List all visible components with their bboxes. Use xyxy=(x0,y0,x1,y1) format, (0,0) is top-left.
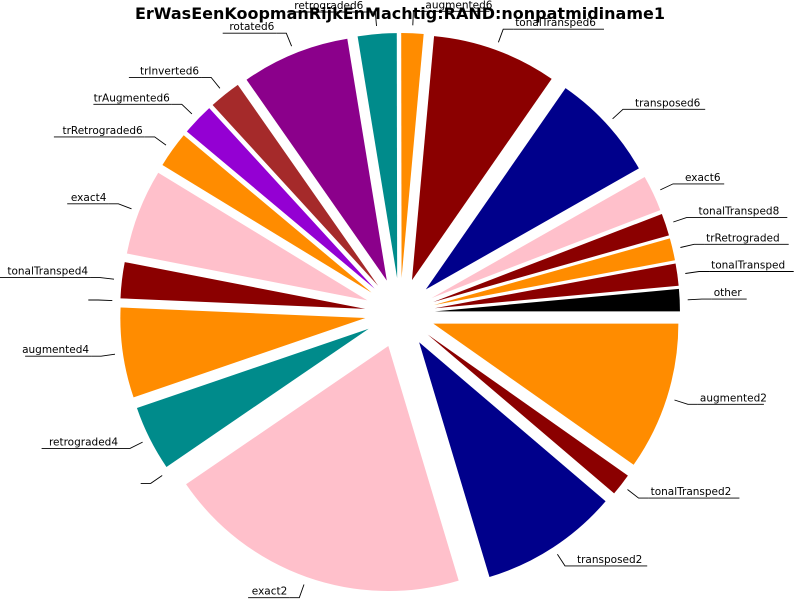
leader-line-tonalTransped2 xyxy=(627,489,649,499)
slice-label-rotated6: rotated6 xyxy=(229,21,274,33)
leader-line-tonalTransped6 xyxy=(497,28,514,43)
leader-line-exact6 xyxy=(660,183,683,191)
pie-slices xyxy=(120,33,680,591)
slice-label-retrograded4: retrograded4 xyxy=(49,436,118,448)
pie-slice-tonalTransped6 xyxy=(411,36,552,281)
leader-line-tonalTransped xyxy=(685,271,710,274)
slice-label-tonalTransped: tonalTransped xyxy=(711,260,785,272)
pie-slice-transposed2 xyxy=(419,342,606,577)
pie-slice-retrograded6 xyxy=(357,33,398,279)
pie-slice-retrograded4 xyxy=(136,328,369,467)
pie-slice-augmented2 xyxy=(433,323,679,465)
pie-slice-rotated6 xyxy=(246,38,387,281)
leader-line-other xyxy=(687,298,712,301)
pie-slice-tonalTransped4 xyxy=(120,262,366,309)
chart-title: ErWasEenKoopmanRijkEnMachtig:RAND:nonpat… xyxy=(135,4,665,23)
pie-slice-augmented6 xyxy=(401,33,424,279)
slice-label-transposed2: transposed2 xyxy=(577,554,642,566)
leader-line-transposed2 xyxy=(557,553,575,567)
leader-line-unlabeled-18 xyxy=(140,475,163,484)
leader-line-trInverted6 xyxy=(201,76,221,89)
pie-slice-trRetrograded xyxy=(434,238,675,306)
slice-label-augmented6: augmented6 xyxy=(425,0,492,11)
leader-line-tonalTransped4 xyxy=(90,277,115,280)
pie-slice-trRetrograded6 xyxy=(162,135,372,293)
pie-slice-tonalTransped xyxy=(434,263,679,309)
pie-slice-exact4 xyxy=(126,172,368,301)
slice-label-augmented2: augmented2 xyxy=(700,392,767,404)
pie-slice-exact2 xyxy=(186,346,459,591)
leader-line-exact4 xyxy=(108,203,132,210)
slice-label-tonalTransped2: tonalTransped2 xyxy=(651,486,732,498)
slice-label-retrograded6: retrograded6 xyxy=(294,0,363,12)
pie-slice-trAugmented6 xyxy=(186,108,375,289)
slice-label-transposed6: transposed6 xyxy=(635,97,701,109)
leader-line-exact2 xyxy=(289,584,305,599)
slice-label-tonalTransped6: tonalTransped6 xyxy=(515,17,596,29)
leader-line-retrograded4 xyxy=(120,441,143,449)
leader-line-retrograded6 xyxy=(365,11,377,27)
slice-label-tonalTransped4: tonalTransped4 xyxy=(7,266,88,278)
pie-slice-other xyxy=(434,288,680,312)
slice-label-exact6: exact6 xyxy=(685,172,721,184)
leader-line-trRetrograded xyxy=(680,243,705,248)
leader-line-unlabeled-15 xyxy=(88,299,113,302)
slice-label-tonalTransped8: tonalTransped8 xyxy=(699,206,780,218)
pie-slice-transposed6 xyxy=(425,88,639,290)
slice-label-other: other xyxy=(714,287,743,299)
leader-line-augmented4 xyxy=(91,353,116,357)
pie-slice-tonalTransped2 xyxy=(427,334,628,494)
leader-line-trAugmented6 xyxy=(171,103,193,115)
leader-line-trRetrograded6 xyxy=(144,136,167,146)
pie-slice-augmented4 xyxy=(120,307,366,398)
leader-line-transposed6 xyxy=(612,108,633,120)
leader-line-augmented6 xyxy=(412,10,424,26)
pie-slice-tonalTransped8 xyxy=(433,213,669,302)
slice-label-trRetrograded: trRetrograded xyxy=(706,232,780,244)
pie-slice-exact6 xyxy=(431,177,661,299)
slice-label-exact4: exact4 xyxy=(71,192,107,204)
pie-slice-trInverted6 xyxy=(212,84,379,286)
leader-line-augmented2 xyxy=(674,399,698,405)
slice-label-trAugmented6: trAugmented6 xyxy=(94,92,171,104)
slice-label-exact2: exact2 xyxy=(252,586,288,598)
leader-line-tonalTransped8 xyxy=(673,217,697,223)
slice-label-augmented4: augmented4 xyxy=(22,344,89,356)
leader-line-rotated6 xyxy=(276,32,293,47)
slice-label-trRetrograded6: trRetrograded6 xyxy=(62,125,143,137)
slice-label-trInverted6: trInverted6 xyxy=(140,65,199,77)
